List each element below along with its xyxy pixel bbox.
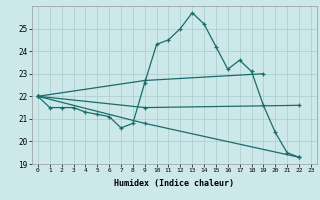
X-axis label: Humidex (Indice chaleur): Humidex (Indice chaleur) [115,179,234,188]
